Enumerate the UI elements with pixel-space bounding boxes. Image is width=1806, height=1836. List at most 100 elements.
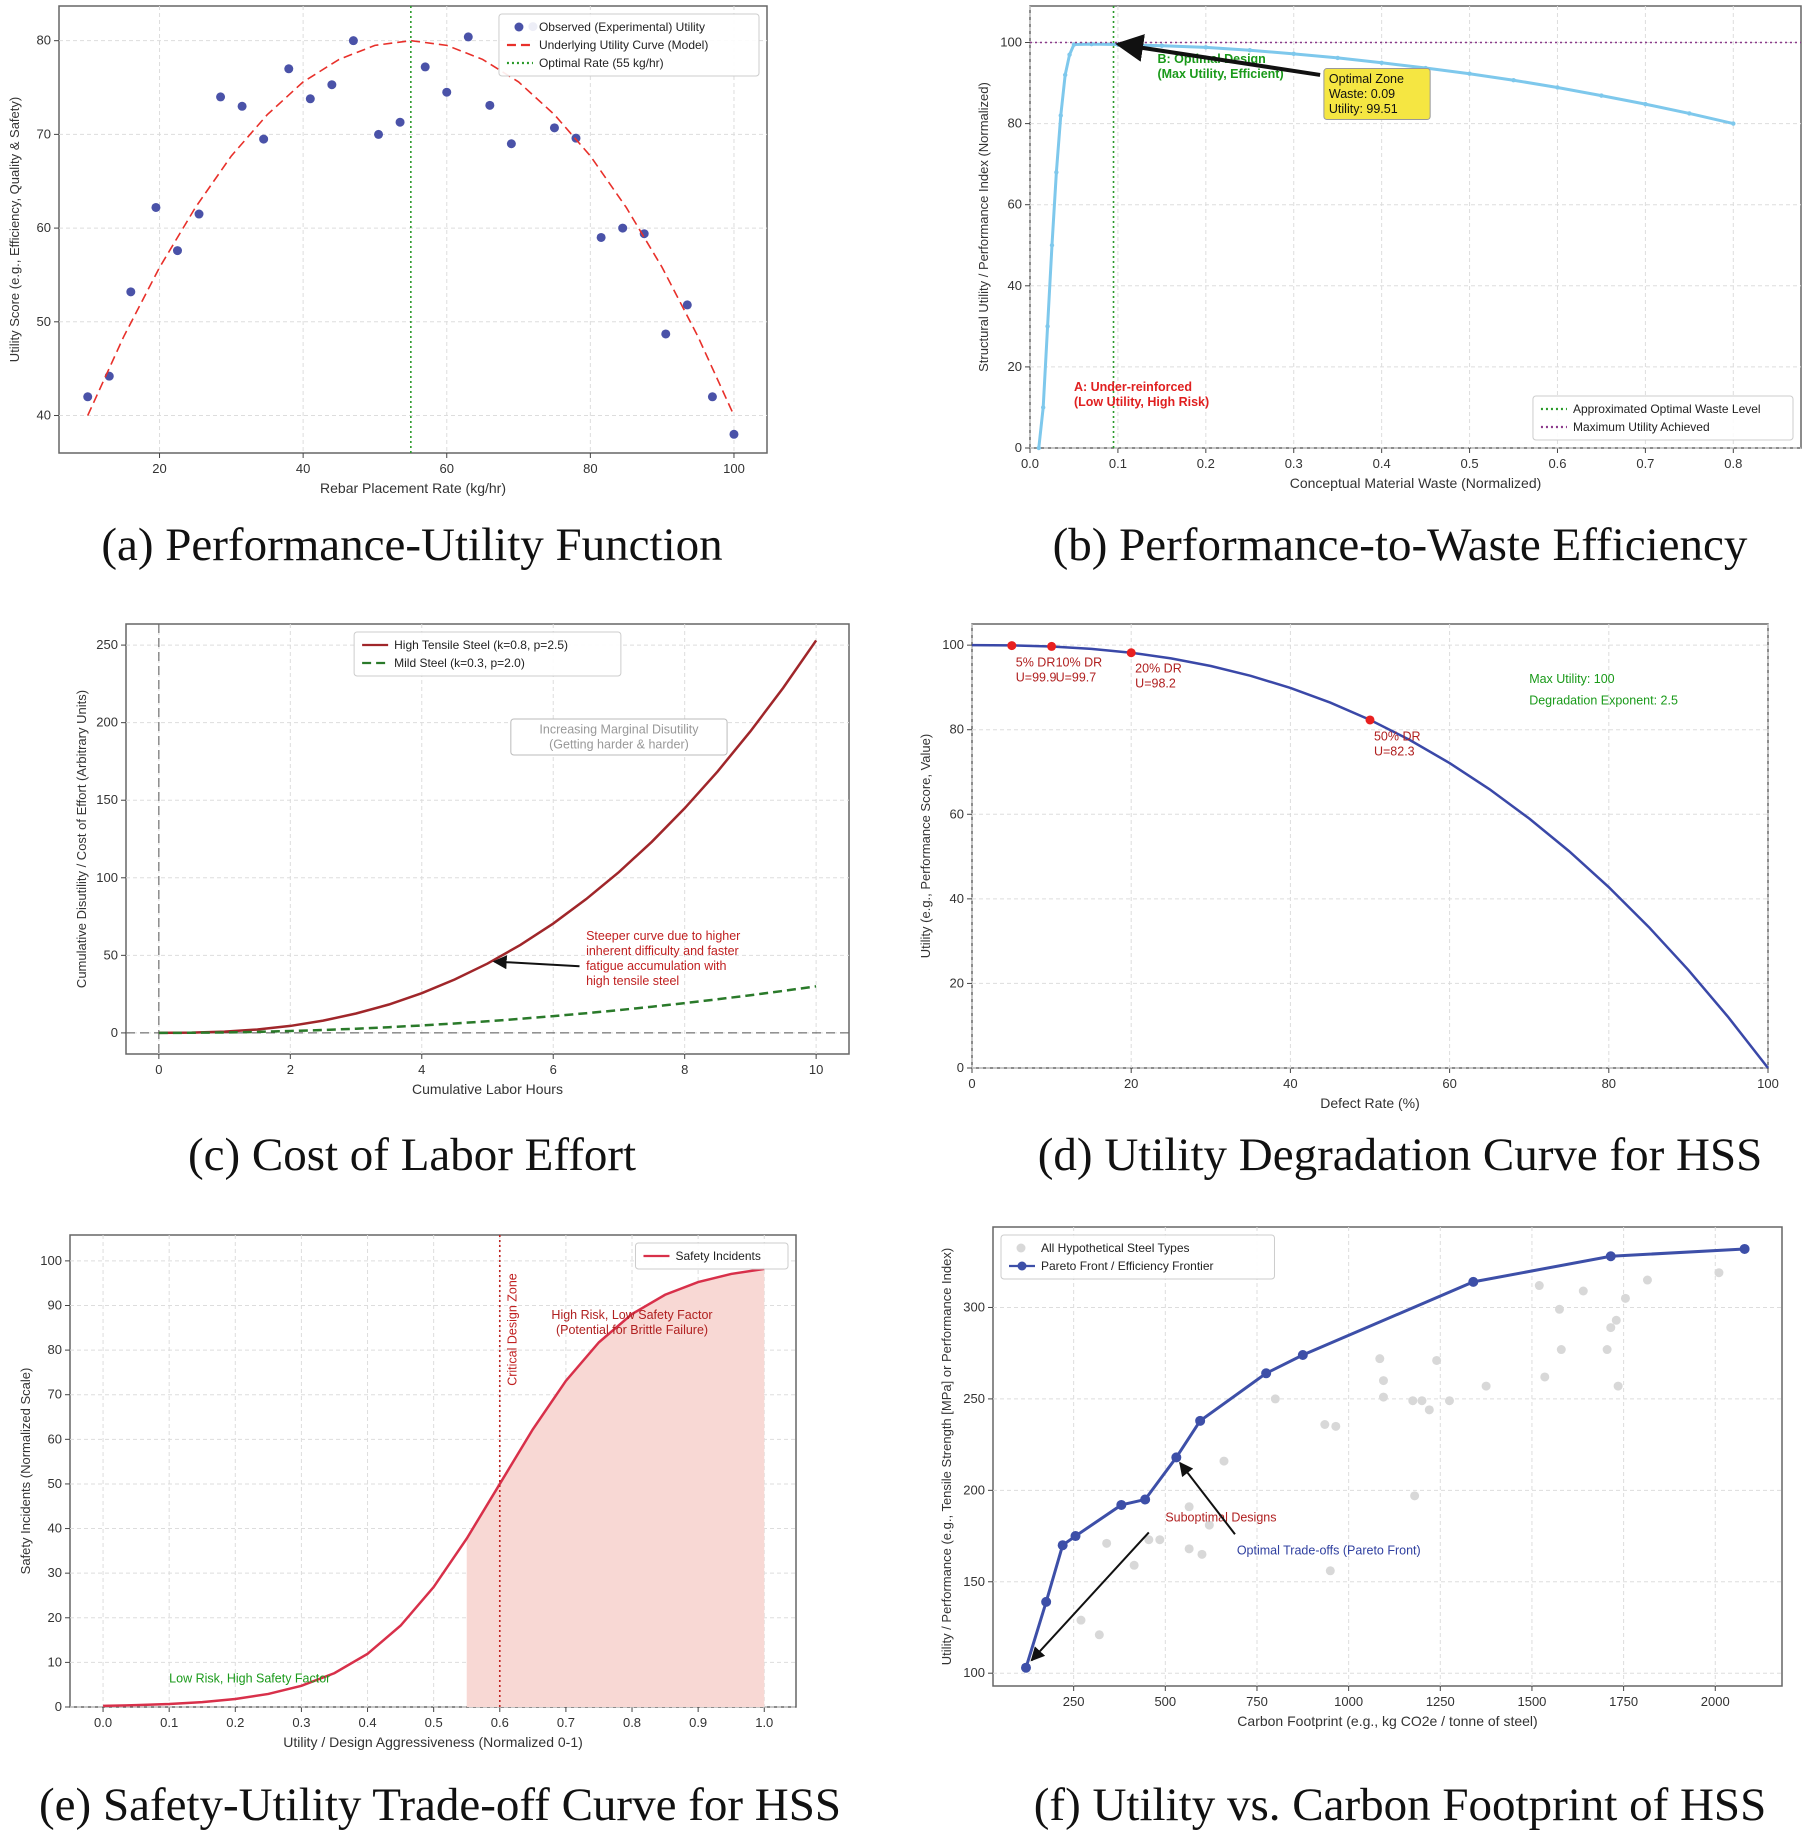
- annotation-text: high tensile steel: [586, 974, 679, 988]
- annotation-text: Optimal Trade-offs (Pareto Front): [1237, 1543, 1421, 1557]
- y-tick-label: 250: [963, 1391, 985, 1406]
- data-point: [1365, 715, 1375, 725]
- chart-f: 250 500 750 1000 1250 1500 1750 2000 100 150 200 25…: [939, 1226, 1783, 1729]
- x-tick-label: 250: [1063, 1694, 1085, 1709]
- data-point: [1007, 641, 1017, 651]
- data-point: [126, 287, 136, 297]
- data-point: [1297, 1350, 1308, 1361]
- y-axis-label: Cumulative Disutility / Cost of Effort (…: [74, 690, 89, 988]
- data-point: [1129, 1560, 1139, 1570]
- x-tick-label: 6: [550, 1062, 557, 1077]
- data-point: [1554, 1304, 1564, 1314]
- data-point: [1204, 1520, 1214, 1530]
- x-axis-label: Cumulative Labor Hours: [412, 1081, 563, 1097]
- x-tick-label: 4: [418, 1062, 425, 1077]
- annotation-text: Optimal Zone: [1329, 72, 1404, 86]
- legend-box: [1532, 395, 1794, 441]
- data-point: [1424, 1405, 1434, 1415]
- x-tick-label: 60: [440, 461, 454, 476]
- data-point: [1602, 1345, 1612, 1355]
- annotation-arrow: [1179, 1461, 1236, 1535]
- caption-b: (b) Performance-to-Waste Efficiency: [1052, 519, 1748, 571]
- data-point: [172, 246, 182, 256]
- data-point: [1071, 42, 1077, 47]
- series-line: [158, 985, 817, 1035]
- legend-box: [498, 13, 760, 77]
- data-point: [1613, 1381, 1623, 1391]
- annotation-text: Increasing Marginal Disutility: [539, 723, 699, 737]
- data-point: [1599, 93, 1604, 98]
- x-tick-label: 1250: [1426, 1694, 1455, 1709]
- data-point: [1611, 1315, 1621, 1325]
- data-point: [639, 229, 649, 239]
- x-tick-label: 0.2: [226, 1715, 244, 1730]
- annotation-text: (Max Utility, Efficient): [1157, 67, 1283, 81]
- y-tick-label: 0: [55, 1699, 62, 1714]
- data-point: [395, 117, 405, 127]
- chart-a: 20 40 60 80 100 40 50 60 70 80 Rebar Placement Rat…: [7, 5, 768, 496]
- data-point: [1534, 1281, 1544, 1291]
- series-line: [86, 39, 735, 416]
- data-point: [1605, 1251, 1616, 1262]
- x-tick-label: 500: [1154, 1694, 1176, 1709]
- data-point: [1140, 1494, 1151, 1505]
- annotation-text: U=99.9: [1016, 670, 1057, 684]
- x-tick-label: 1750: [1609, 1694, 1638, 1709]
- x-tick-label: 10: [809, 1062, 823, 1077]
- data-point: [1379, 60, 1384, 65]
- legend-box: [634, 1242, 789, 1270]
- y-tick-label: 100: [40, 1253, 62, 1268]
- data-point: [1467, 71, 1472, 76]
- data-point: [618, 223, 628, 233]
- annotation-text: Utility: 99.51: [1329, 102, 1398, 116]
- x-tick-label: 80: [583, 461, 597, 476]
- data-point: [442, 87, 452, 97]
- legend-label: High Tensile Steel (k=0.8, p=2.5): [394, 638, 568, 652]
- annotation-text: fatigue accumulation with: [586, 959, 726, 973]
- legend: Approximated Optimal Waste Level Maximum …: [1532, 395, 1794, 441]
- legend-label: Approximated Optimal Waste Level: [1573, 402, 1761, 416]
- data-point: [1049, 243, 1055, 248]
- y-tick-label: 50: [48, 1476, 62, 1491]
- data-point: [1247, 48, 1252, 53]
- data-point: [1556, 1345, 1566, 1355]
- annotation-text: Waste: 0.09: [1329, 87, 1395, 101]
- x-tick-label: 0.2: [1197, 456, 1215, 471]
- y-tick-label: 200: [96, 715, 118, 730]
- data-point: [1116, 1499, 1127, 1510]
- legend-label: Underlying Utility Curve (Model): [539, 38, 708, 52]
- x-tick-label: 0.7: [557, 1715, 575, 1730]
- data-point: [1144, 1535, 1154, 1545]
- series-line: [103, 1267, 765, 1708]
- data-point: [1739, 1243, 1750, 1254]
- y-tick-label: 20: [48, 1610, 62, 1625]
- x-tick-label: 0.6: [491, 1715, 509, 1730]
- data-point: [1094, 1630, 1104, 1640]
- data-point: [1184, 1544, 1194, 1554]
- annotation-text: Low Risk, High Safety Factor: [169, 1671, 330, 1685]
- data-point: [374, 129, 384, 139]
- y-tick-label: 10: [48, 1654, 62, 1669]
- data-point: [1511, 78, 1516, 83]
- annotation-box: [510, 718, 728, 756]
- data-point: [420, 62, 430, 72]
- data-point: [1408, 1396, 1418, 1406]
- y-tick-label: 60: [48, 1431, 62, 1446]
- y-tick-label: 40: [48, 1521, 62, 1536]
- data-point: [1045, 324, 1050, 329]
- legend-label: Maximum Utility Achieved: [1573, 420, 1710, 434]
- x-tick-label: 8: [681, 1062, 688, 1077]
- y-tick-label: 0: [1015, 440, 1022, 455]
- data-point: [1261, 1368, 1272, 1379]
- y-tick-label: 80: [1008, 116, 1022, 131]
- x-tick-label: 80: [1602, 1076, 1616, 1091]
- x-tick-label: 0.0: [94, 1715, 112, 1730]
- data-point: [1444, 1396, 1454, 1406]
- data-point: [1643, 101, 1648, 107]
- x-tick-label: 0: [155, 1062, 162, 1077]
- y-tick-label: 20: [1008, 359, 1022, 374]
- data-point: [1540, 1372, 1550, 1382]
- y-axis-label: Utility / Performance (e.g., Tensile Str…: [939, 1248, 954, 1665]
- x-tick-label: 0.8: [623, 1715, 641, 1730]
- annotation-text: Max Utility: 100: [1529, 672, 1614, 686]
